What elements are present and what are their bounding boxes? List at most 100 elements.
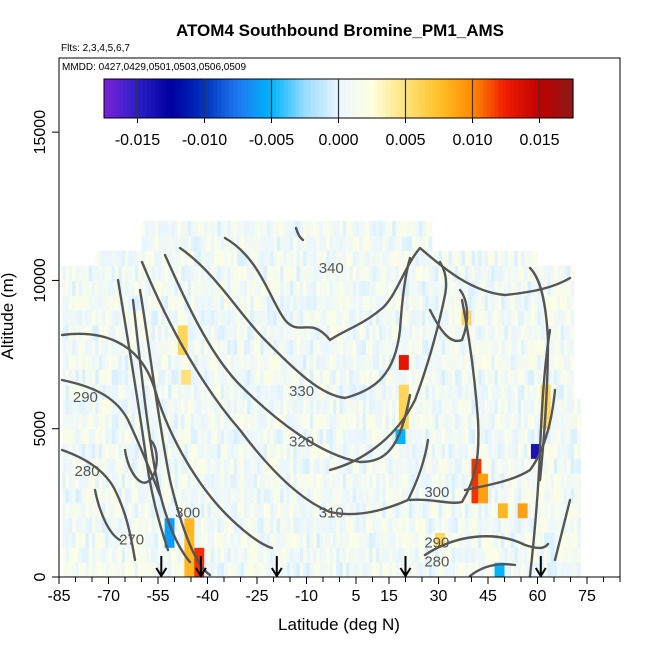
heatmap-cell	[554, 280, 558, 296]
heatmap-cell	[431, 324, 436, 341]
heatmap-cell	[471, 354, 476, 370]
heatmap-cell	[118, 295, 123, 311]
heatmap-cell	[171, 310, 175, 326]
heatmap-cell	[435, 502, 439, 519]
heatmap-cell	[158, 221, 162, 237]
heatmap-cell	[181, 458, 185, 474]
heatmap-cell	[471, 413, 476, 430]
heatmap-cell	[547, 384, 552, 400]
heatmap-cell	[395, 547, 400, 563]
heatmap-cell	[111, 280, 116, 296]
heatmap-cell	[217, 547, 222, 563]
colorbar-segment	[412, 79, 418, 118]
heatmap-cell	[365, 428, 370, 445]
heatmap-cell	[418, 265, 423, 281]
heatmap-cell	[101, 250, 106, 267]
heatmap-cell	[177, 488, 182, 504]
colorbar-segment	[275, 79, 281, 118]
heatmap-cell	[253, 310, 258, 326]
heatmap-cell	[521, 384, 525, 400]
colorbar-segment	[139, 79, 144, 118]
colorbar-segment	[369, 79, 375, 118]
heatmap-cell	[204, 473, 208, 489]
heatmap-cell	[567, 458, 571, 474]
heatmap-cell	[161, 443, 166, 459]
heatmap-cell	[349, 250, 354, 267]
heatmap-cell	[177, 250, 182, 267]
heatmap-cell	[514, 354, 519, 370]
heatmap-cell	[362, 502, 367, 519]
heatmap-cell	[141, 280, 146, 296]
heatmap-cell	[210, 502, 215, 519]
heatmap-cell	[144, 473, 149, 489]
heatmap-cell	[352, 443, 357, 459]
heatmap-cell	[329, 369, 334, 385]
heatmap-cell	[105, 488, 109, 504]
heatmap-cell	[313, 473, 317, 489]
heatmap-cell	[151, 310, 156, 326]
heatmap-cell	[253, 324, 258, 341]
heatmap-cell	[547, 354, 552, 370]
heatmap-cell	[230, 473, 235, 489]
heatmap-cell	[293, 488, 298, 504]
heatmap-cell	[309, 221, 314, 237]
heatmap-cell	[131, 384, 136, 400]
heatmap-cell	[167, 324, 172, 341]
heatmap-cell	[227, 547, 232, 563]
heatmap-cell	[128, 310, 133, 326]
heatmap-cell	[177, 473, 182, 489]
colorbar-segment	[146, 79, 152, 118]
heatmap-cell	[339, 532, 344, 548]
heatmap-cell	[478, 488, 482, 504]
contour-line	[60, 378, 162, 497]
heatmap-cell	[537, 413, 542, 430]
heatmap-cell	[346, 324, 350, 341]
heatmap-cell	[82, 324, 86, 341]
heatmap-cell	[260, 221, 265, 237]
heatmap-cell	[253, 250, 258, 267]
heatmap-cell	[474, 413, 479, 430]
heatmap-cell	[468, 324, 472, 341]
heatmap-cell	[220, 488, 225, 504]
heatmap-cell	[567, 413, 571, 430]
heatmap-cell	[372, 458, 377, 474]
heatmap-cell	[375, 532, 380, 548]
heatmap-cell	[141, 369, 146, 385]
heatmap-cell	[233, 399, 238, 415]
heatmap-cell	[428, 562, 433, 577]
heatmap-cell	[352, 384, 357, 400]
heatmap-cell	[412, 339, 416, 356]
heatmap-cell	[352, 473, 357, 489]
heatmap-cell	[197, 354, 202, 370]
heatmap-cell	[220, 532, 225, 548]
heatmap-cell	[78, 295, 83, 311]
heatmap-cell	[458, 458, 463, 474]
heatmap-cell	[455, 399, 459, 415]
heatmap-cell	[445, 295, 449, 311]
heatmap-cell	[286, 502, 291, 519]
heatmap-cell	[158, 310, 162, 326]
heatmap-cell	[296, 517, 301, 534]
heatmap-cell	[174, 473, 179, 489]
heatmap-cell	[243, 488, 248, 504]
heatmap-cell	[458, 502, 463, 519]
heatmap-cell	[402, 532, 406, 548]
heatmap-cell	[194, 221, 199, 237]
heatmap-cell	[191, 221, 195, 237]
heatmap-cell	[342, 310, 347, 326]
heatmap-cell	[88, 547, 93, 563]
heatmap-cell	[336, 280, 340, 296]
heatmap-cell	[488, 458, 492, 474]
heatmap-cell	[346, 369, 350, 385]
heatmap-cell	[125, 458, 129, 474]
heatmap-cell	[115, 280, 119, 296]
heatmap-cell	[194, 265, 199, 281]
heatmap-cell	[306, 443, 311, 459]
heatmap-cell	[210, 295, 215, 311]
heatmap-cell	[230, 265, 235, 281]
heatmap-cell	[121, 250, 126, 267]
heatmap-cell	[382, 295, 387, 311]
heatmap-cell	[105, 458, 109, 474]
heatmap-cell	[131, 502, 136, 519]
heatmap-cell	[316, 354, 321, 370]
